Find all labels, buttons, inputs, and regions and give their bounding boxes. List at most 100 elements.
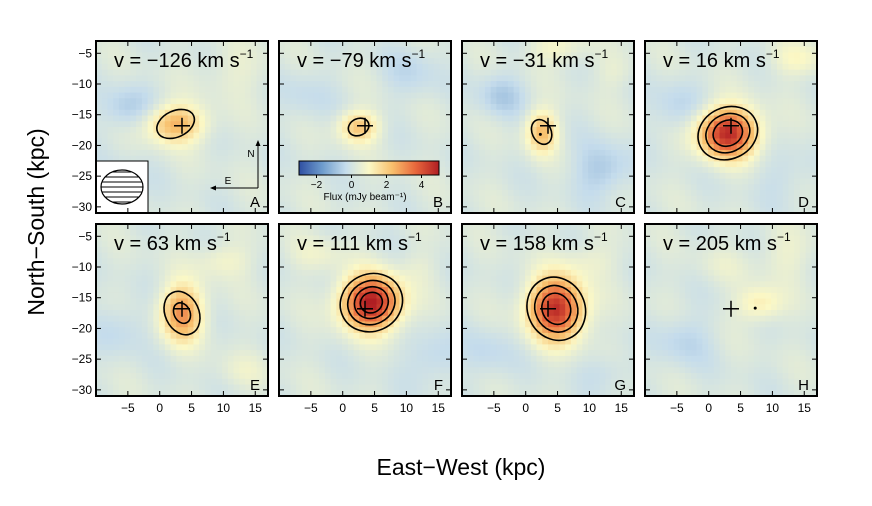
heat-cell [279, 115, 286, 122]
heat-cell [656, 86, 663, 94]
heat-cell [124, 92, 131, 99]
heat-cell [147, 207, 154, 213]
heat-cell [233, 81, 240, 88]
heat-cell [239, 292, 246, 300]
heat-cell [428, 264, 435, 271]
heat-cell [141, 92, 149, 99]
heat-cell [616, 63, 624, 71]
heat-cell [118, 298, 126, 305]
heat-cell [279, 235, 286, 242]
heat-cell [422, 241, 429, 248]
heat-cell [210, 315, 217, 323]
heat-cell [399, 75, 406, 82]
heat-cell [107, 132, 114, 140]
heat-cell [204, 92, 212, 99]
heat-cell [147, 321, 154, 328]
heat-cell [365, 201, 372, 208]
heat-cell [536, 155, 543, 162]
heat-cell [347, 52, 355, 59]
heat-cell [216, 207, 223, 213]
heat-cell [147, 69, 154, 76]
heat-cell [141, 58, 149, 65]
heat-cell [359, 63, 366, 71]
heat-cell [284, 167, 292, 174]
heat-cell [330, 275, 337, 282]
heat-cell [611, 127, 618, 134]
heat-cell [393, 149, 400, 157]
heat-cell [176, 275, 183, 282]
heat-cell [416, 287, 423, 294]
heat-cell [216, 172, 223, 180]
heat-cell [227, 195, 235, 203]
heat-cell [370, 287, 378, 294]
heat-cell [782, 86, 789, 94]
heat-cell [387, 178, 395, 185]
heat-cell [416, 86, 423, 94]
heat-cell [616, 81, 624, 88]
heat-cell [794, 46, 801, 54]
heat-cell [805, 98, 812, 105]
heat-cell [227, 207, 235, 213]
heat-cell [439, 46, 446, 54]
heat-cell [559, 127, 566, 134]
heat-cell [805, 121, 812, 128]
heat-cell [124, 298, 131, 305]
heat-cell [159, 109, 166, 117]
heat-cell [347, 292, 355, 300]
heat-cell [296, 252, 303, 259]
heat-cell [170, 338, 177, 345]
heat-cell [519, 58, 526, 65]
heat-cell [118, 384, 126, 391]
heat-cell [765, 86, 772, 94]
heat-cell [233, 178, 240, 185]
heat-cell [118, 361, 126, 368]
heat-cell [193, 167, 200, 174]
heat-cell [147, 310, 154, 317]
heat-cell [645, 69, 652, 76]
heat-cell [673, 155, 680, 162]
heat-cell [182, 161, 189, 168]
heat-cell [805, 104, 812, 111]
heat-cell [118, 269, 126, 277]
heat-cell [719, 161, 726, 168]
heat-cell [124, 86, 131, 94]
heat-cell [199, 332, 206, 340]
heat-cell [776, 69, 784, 76]
heat-cell [673, 161, 680, 168]
heat-cell [496, 201, 503, 208]
heat-cell [507, 149, 515, 157]
heat-cell [765, 178, 772, 185]
heat-cell [690, 195, 698, 203]
heat-cell [182, 46, 189, 54]
heat-cell [445, 121, 451, 128]
heat-cell [473, 132, 480, 140]
heat-cell [239, 161, 246, 168]
heat-cell [650, 41, 658, 48]
heat-cell [525, 138, 532, 145]
heat-cell [548, 98, 555, 105]
heat-cell [227, 149, 235, 157]
heat-cell [736, 190, 744, 197]
heat-cell [101, 355, 109, 363]
heat-cell [593, 104, 601, 111]
heat-cell [193, 92, 200, 99]
heat-cell [376, 172, 383, 180]
heat-cell [250, 52, 258, 59]
panel-letter: C [615, 194, 626, 211]
heat-cell [216, 344, 223, 351]
heat-cell [439, 292, 446, 300]
heat-cell [708, 155, 715, 162]
panel-letter: D [798, 194, 809, 211]
heat-cell [616, 92, 624, 99]
heat-cell [193, 184, 200, 191]
heat-cell [387, 138, 395, 145]
heat-cell [376, 229, 383, 237]
heat-cell [742, 63, 749, 71]
heat-cell [170, 229, 177, 237]
heat-cell [548, 109, 555, 117]
heat-cell [170, 98, 177, 105]
heat-cell [387, 298, 395, 305]
heat-cell [313, 224, 320, 231]
heat-cell [622, 149, 629, 157]
heat-cell [153, 384, 160, 391]
